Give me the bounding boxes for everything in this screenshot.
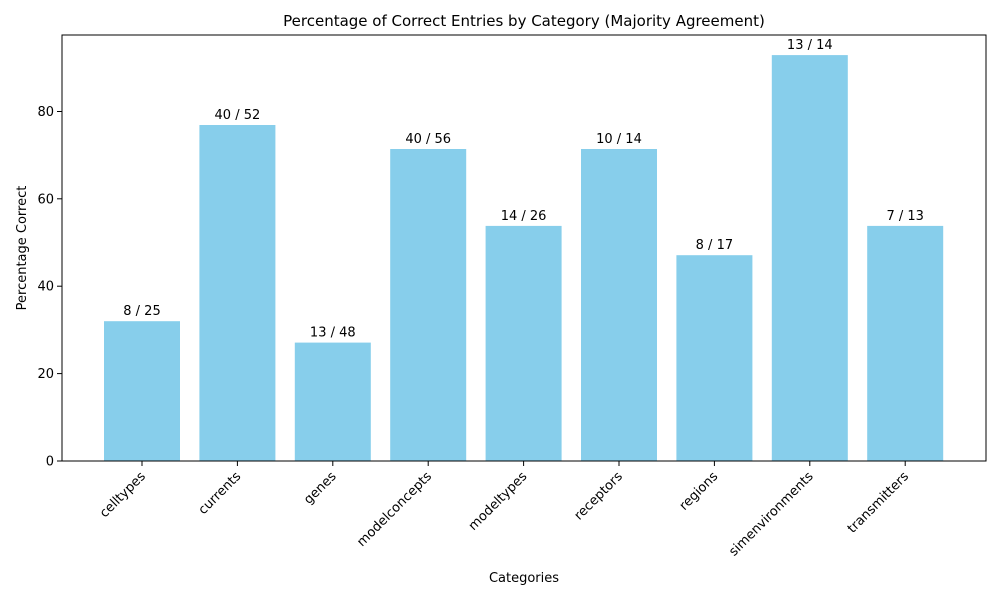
bar-label-transmitters: 7 / 13 (886, 209, 923, 224)
y-tick-label-40: 40 (37, 280, 54, 295)
bar-modeltypes (485, 225, 562, 461)
bar-label-genes: 13 / 48 (310, 326, 356, 341)
bar-label-modelconcepts: 40 / 56 (405, 132, 451, 147)
x-tick-label-genes: genes (301, 469, 340, 508)
y-tick-label-60: 60 (37, 192, 54, 207)
chart-title: Percentage of Correct Entries by Categor… (283, 12, 765, 30)
x-tick-label-transmitters: transmitters (845, 469, 912, 536)
y-tick-label-0: 0 (46, 455, 54, 470)
bar-simenvironments (771, 55, 848, 461)
bar-modelconcepts (390, 149, 467, 461)
bar-celltypes (104, 321, 180, 461)
bar-receptors (581, 149, 657, 461)
x-axis-label: Categories (489, 571, 559, 586)
y-tick-label-20: 20 (37, 367, 54, 382)
bar-regions (676, 255, 753, 461)
bar-label-regions: 8 / 17 (696, 238, 733, 253)
bar-label-currents: 40 / 52 (215, 108, 261, 123)
bar-label-simenvironments: 13 / 14 (787, 38, 833, 53)
bar-label-celltypes: 8 / 25 (123, 304, 160, 319)
x-tick-label-regions: regions (677, 469, 722, 514)
bar-transmitters (867, 225, 944, 461)
x-tick-label-modeltypes: modeltypes (466, 469, 531, 534)
bar-currents (199, 125, 276, 461)
plot-frame (61, 34, 987, 462)
plot-area: 8 / 25 celltypes 40 / 52 currents 13 / 48 gen… (37, 34, 987, 559)
x-tick-label-receptors: receptors (572, 469, 626, 523)
x-tick-label-currents: currents (196, 469, 245, 518)
bar-genes (294, 342, 371, 461)
y-axis-label: Percentage Correct (15, 186, 30, 311)
y-tick-label-80: 80 (37, 105, 54, 120)
x-tick-label-celltypes: celltypes (97, 469, 149, 521)
bar-label-modeltypes: 14 / 26 (501, 209, 547, 224)
x-tick-label-simenvironments: simenvironments (726, 469, 816, 559)
x-tick-label-modelconcepts: modelconcepts (354, 469, 435, 550)
bar-label-receptors: 10 / 14 (596, 132, 642, 147)
